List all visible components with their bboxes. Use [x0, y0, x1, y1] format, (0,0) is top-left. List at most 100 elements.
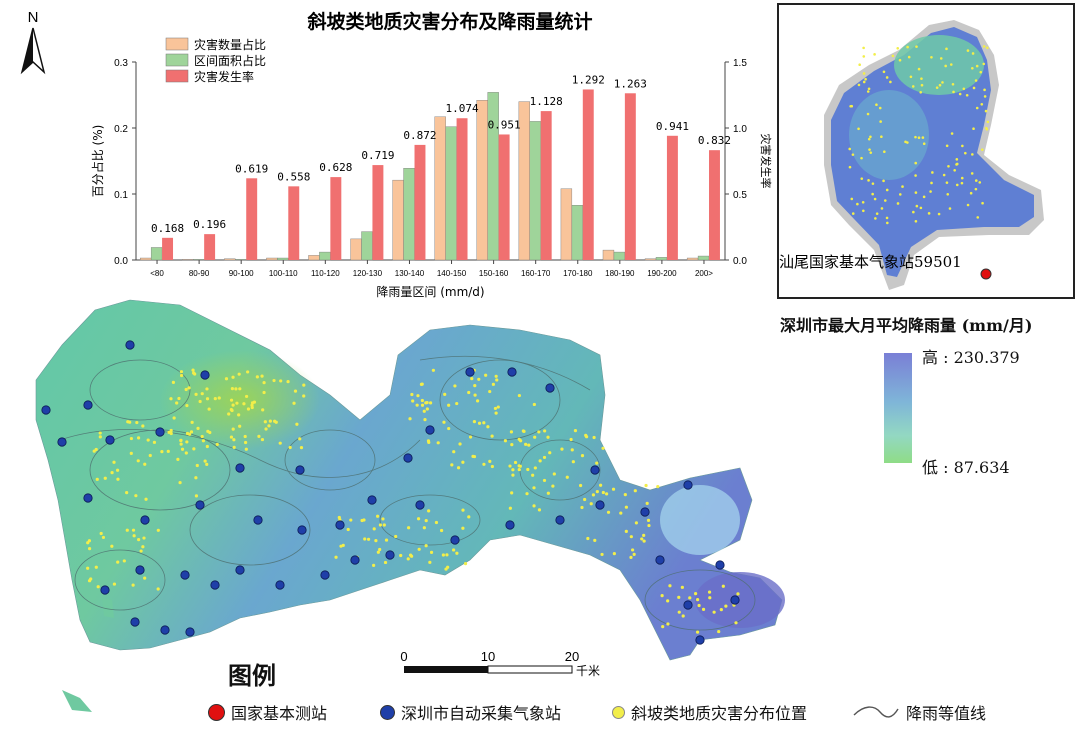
hazard-point [188, 432, 192, 436]
auto-station-marker [195, 500, 205, 510]
bar-occurrence-rate [709, 150, 720, 260]
hazard-point [736, 592, 740, 596]
hazard-point [527, 443, 531, 447]
hazard-point [273, 419, 277, 423]
data-label: 0.951 [488, 118, 521, 131]
inset-hazard-point [906, 45, 909, 49]
hazard-point [286, 380, 290, 384]
bar-occurrence-rate [540, 111, 552, 260]
data-label: 0.558 [277, 170, 310, 183]
auto-station-marker [320, 570, 330, 580]
hazard-point [477, 377, 481, 381]
terrain-peninsula [695, 572, 785, 628]
inset-hazard-point [955, 163, 958, 166]
inset-hazard-point [945, 144, 949, 148]
hazard-point [378, 523, 383, 527]
inset-hazard-point [883, 150, 886, 153]
inset-hazard-point [947, 165, 950, 168]
hazard-point [642, 539, 646, 543]
hazard-point [261, 408, 265, 412]
hazard-point [434, 520, 439, 525]
hazard-point [237, 372, 241, 376]
auto-station-marker [210, 580, 220, 590]
hazard-point [482, 462, 486, 466]
hazard-point [334, 555, 338, 559]
hazard-point [407, 526, 411, 530]
inset-hazard-point [920, 83, 924, 87]
inset-hazard-point [860, 156, 863, 160]
bar-hazard-count [224, 258, 236, 261]
hazard-point [128, 420, 132, 424]
inset-hazard-point [891, 54, 895, 58]
bar-hazard-count [560, 188, 573, 261]
y-tick-label: 0.1 [114, 190, 128, 201]
inset-hazard-point [920, 77, 923, 80]
hazard-point [450, 463, 454, 467]
auto-station-marker [160, 625, 170, 635]
rainfall-contours [59, 355, 756, 631]
data-label: 0.719 [361, 149, 394, 162]
hazard-point [533, 466, 537, 470]
hazard-point [632, 552, 636, 556]
hazard-point [288, 445, 292, 450]
hazard-point [98, 431, 102, 435]
inset-hazard-point [960, 181, 964, 185]
hazard-point [510, 443, 514, 447]
auto-station-marker [185, 627, 195, 637]
hazard-point [624, 505, 628, 509]
hazard-point [189, 430, 194, 434]
inset-hazard-point [961, 144, 964, 148]
inset-hazard-point [953, 168, 956, 172]
hazard-point [513, 460, 518, 465]
inset-hazard-point [866, 112, 870, 116]
inset-hazard-point [979, 70, 983, 74]
red-circle-icon [208, 703, 225, 721]
hazard-point [267, 424, 271, 428]
small-island [102, 598, 114, 618]
auto-station-marker [83, 400, 93, 410]
hazard-point [378, 547, 382, 552]
hazard-point [231, 427, 235, 431]
scale-unit: 千米 [576, 664, 600, 678]
hazard-point [362, 518, 366, 522]
hazard-point [302, 394, 306, 398]
hazard-point [132, 534, 136, 538]
hazard-point [463, 562, 468, 566]
x-tick-label: 110-120 [311, 269, 340, 278]
inset-hazard-point [983, 95, 987, 98]
inset-hazard-point [879, 120, 882, 123]
inset-hazard-point [911, 85, 915, 88]
bar-area-ratio [403, 168, 415, 261]
auto-station-marker [465, 367, 475, 377]
inset-hazard-point [935, 86, 939, 89]
hazard-point [250, 405, 254, 410]
hazard-point [543, 429, 547, 433]
hazard-point [134, 494, 138, 498]
hazard-point [496, 405, 500, 409]
auto-station-marker [125, 340, 135, 350]
hazard-point [195, 463, 199, 468]
x-tick-label: 80-90 [189, 269, 210, 278]
hazard-point [680, 585, 684, 589]
hazard-point [508, 506, 512, 510]
inset-hazard-point [867, 137, 871, 141]
data-label: 0.832 [698, 134, 731, 147]
hazard-point [299, 445, 304, 450]
inset-hazard-point [919, 206, 923, 210]
auto-station-marker [507, 367, 517, 377]
hazard-point [125, 528, 129, 532]
inset-hazard-point [867, 87, 871, 91]
legend-label: 国家基本测站 [231, 704, 328, 723]
inset-hazard-point [945, 47, 948, 51]
hazard-point [206, 429, 210, 433]
auto-station-marker [350, 555, 360, 565]
inset-hazard-point [867, 179, 870, 182]
legend-swatch [165, 53, 189, 67]
bar-occurrence-rate [666, 135, 678, 260]
hazard-point [509, 430, 514, 434]
auto-station-marker [57, 437, 67, 447]
bar-occurrence-rate [288, 186, 300, 260]
hazard-point [694, 592, 698, 596]
hazard-point [668, 584, 672, 588]
hazard-point [633, 489, 637, 493]
